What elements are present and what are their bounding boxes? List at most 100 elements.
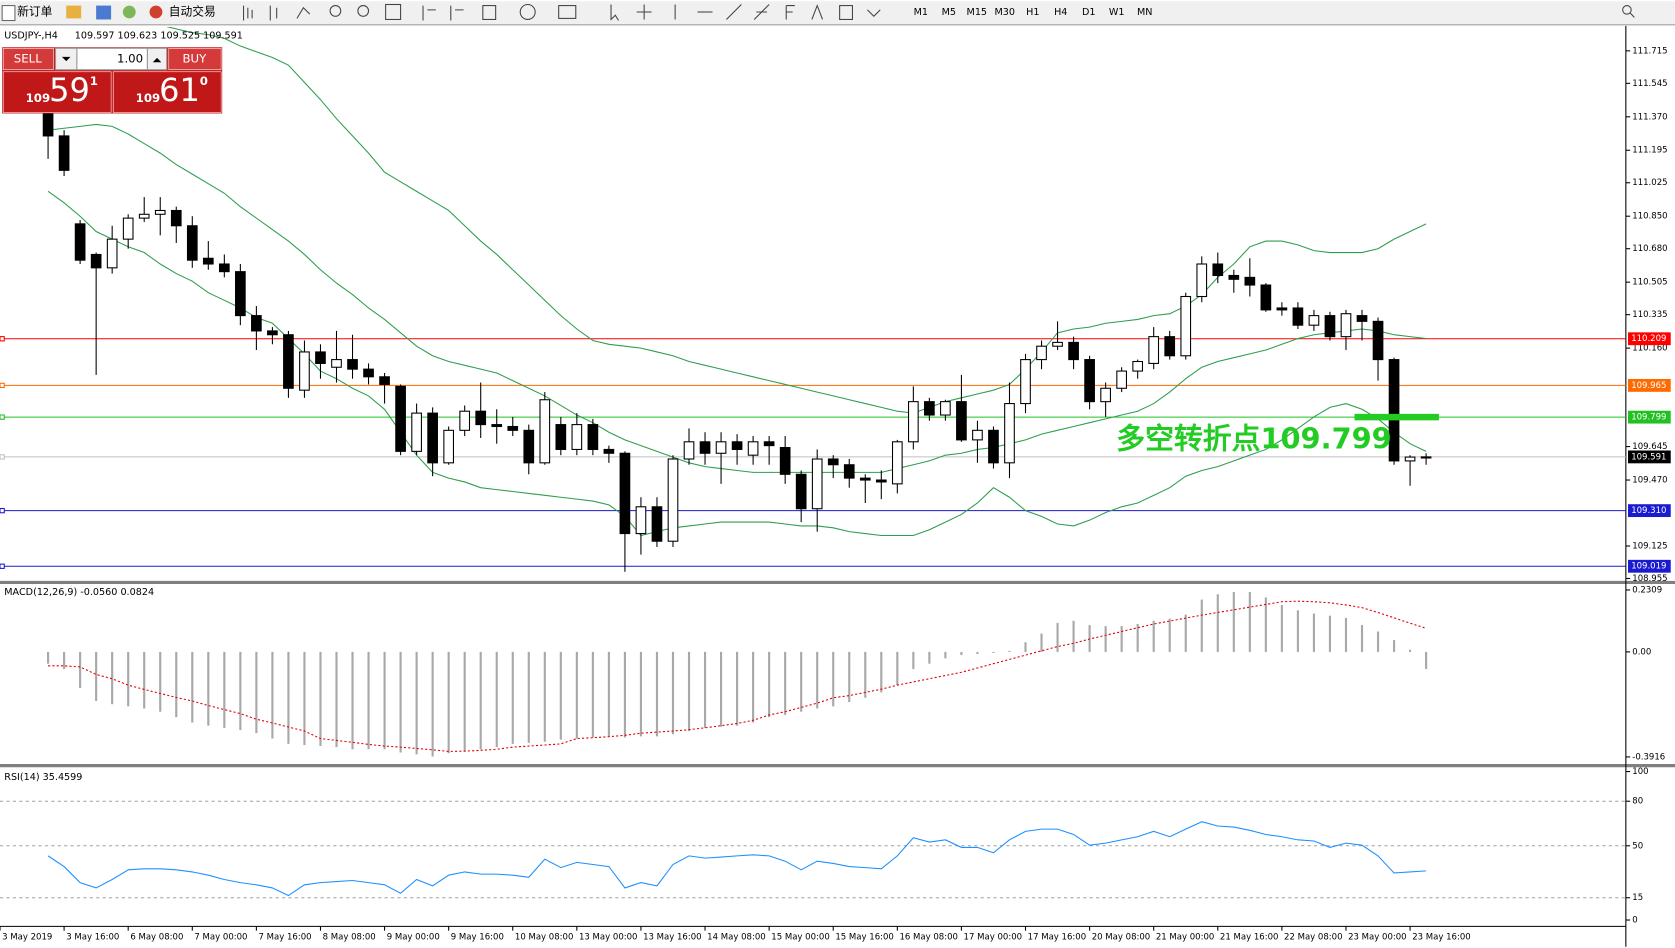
x-tick-label: 7 May 00:00 — [194, 933, 247, 943]
timeframe-button[interactable]: MN — [1137, 7, 1152, 18]
y-tick-label: 50 — [1632, 841, 1643, 851]
candle-body — [940, 401, 951, 416]
sell-button[interactable]: SELL — [2, 48, 54, 70]
level-tag — [1627, 559, 1671, 573]
candle-body — [539, 399, 551, 464]
icon[interactable] — [753, 4, 770, 20]
candle-body — [74, 223, 86, 261]
timeframe-button[interactable]: M15 — [967, 7, 988, 18]
rsi-panel — [0, 800, 1626, 899]
arrow — [61, 56, 71, 62]
candle-body — [1116, 370, 1127, 389]
candle-body — [924, 401, 935, 416]
sell-price[interactable]: 109 59 1 — [2, 71, 112, 113]
x-tick-label: 17 May 00:00 — [964, 933, 1023, 943]
candle-body — [1292, 307, 1304, 326]
icon[interactable] — [269, 5, 278, 21]
icon[interactable] — [839, 5, 853, 20]
x-tick-label: 23 May 00:00 — [1348, 933, 1407, 943]
timeframe-button[interactable]: M1 — [914, 7, 928, 18]
auto-trade-button[interactable]: 自动交易 — [149, 4, 216, 18]
candle-body — [347, 359, 358, 370]
candle-body — [411, 412, 422, 452]
icon[interactable] — [96, 5, 112, 20]
candle-body — [1404, 456, 1416, 462]
y-tick-label: 0 — [1632, 916, 1637, 926]
candle-body — [315, 351, 326, 364]
buy-button[interactable]: BUY — [168, 48, 222, 70]
icon[interactable] — [811, 4, 824, 20]
icon[interactable] — [357, 5, 370, 17]
candle-body — [683, 441, 695, 460]
candle-body — [235, 271, 246, 317]
x-tick-label: 23 May 16:00 — [1412, 933, 1471, 943]
sell-pips: 59 — [49, 71, 90, 109]
candle-body — [427, 412, 438, 464]
icon[interactable] — [867, 9, 881, 18]
x-tick-label: 21 May 16:00 — [1220, 933, 1279, 943]
candle-body — [587, 424, 599, 450]
buy-button-bg — [168, 48, 222, 70]
timeframe-button[interactable]: H4 — [1054, 7, 1067, 18]
level-handle[interactable] — [0, 336, 5, 342]
candle-body — [1020, 359, 1031, 405]
timeframe-button[interactable]: D1 — [1082, 7, 1096, 18]
icon[interactable] — [785, 5, 795, 20]
level-tag — [1627, 410, 1671, 424]
icon[interactable] — [66, 5, 82, 19]
icon[interactable] — [636, 4, 652, 20]
x-tick-label: 10 May 08:00 — [515, 933, 574, 943]
level-handle[interactable] — [0, 454, 5, 460]
buy-point: 0 — [200, 74, 208, 88]
icon[interactable] — [558, 5, 577, 19]
level-handle[interactable] — [0, 563, 5, 569]
candle-body — [395, 385, 406, 452]
icon[interactable] — [726, 4, 742, 20]
x-tick-label: 13 May 00:00 — [579, 933, 638, 943]
level-handle[interactable] — [0, 382, 5, 389]
icon[interactable] — [422, 5, 436, 21]
candle-body — [475, 410, 487, 426]
candle-body — [972, 429, 983, 441]
level-handle[interactable] — [0, 414, 5, 420]
icon[interactable] — [385, 3, 402, 20]
y-tick-label: 0.00 — [1632, 647, 1651, 657]
y-tick-label: 110.850 — [1632, 212, 1667, 222]
candle-body — [988, 429, 999, 464]
icon[interactable] — [519, 3, 536, 20]
icon[interactable] — [450, 5, 464, 21]
candle-body — [122, 217, 134, 240]
timeframe-button[interactable]: H1 — [1026, 7, 1039, 18]
level-tag-label: 109.965 — [1631, 381, 1666, 391]
candle-body — [891, 441, 903, 485]
icon[interactable] — [329, 5, 342, 17]
level-tag — [1627, 504, 1671, 518]
icon[interactable] — [243, 5, 253, 21]
candle-body — [715, 441, 727, 454]
level-handle[interactable] — [0, 507, 5, 514]
timeframe-button[interactable]: W1 — [1109, 7, 1125, 18]
timeframe-button[interactable]: M5 — [942, 7, 956, 18]
buy-price[interactable]: 109 61 0 — [112, 71, 222, 113]
candle-body — [491, 424, 503, 428]
level-tag-label: 109.310 — [1631, 506, 1666, 516]
icon[interactable] — [122, 5, 136, 19]
icon[interactable] — [296, 6, 311, 19]
x-tick-label: 13 May 16:00 — [643, 933, 702, 943]
candle-body — [1004, 403, 1015, 464]
buy-pips: 61 — [159, 71, 200, 109]
candle-body — [908, 401, 919, 443]
candle-body — [875, 479, 887, 483]
search-icon[interactable] — [1622, 5, 1632, 15]
icon[interactable] — [482, 5, 497, 20]
x-tick-label: 9 May 00:00 — [387, 933, 440, 943]
candle-body — [1148, 336, 1160, 364]
y-tick-label: 110.680 — [1632, 244, 1667, 254]
timeframe-button[interactable]: M30 — [995, 7, 1016, 18]
bands — [47, 26, 1427, 537]
new-order-button[interactable]: 新订单 — [1, 4, 53, 22]
candle-body — [555, 424, 567, 450]
icon[interactable] — [610, 4, 619, 21]
candle-body — [1212, 263, 1224, 277]
